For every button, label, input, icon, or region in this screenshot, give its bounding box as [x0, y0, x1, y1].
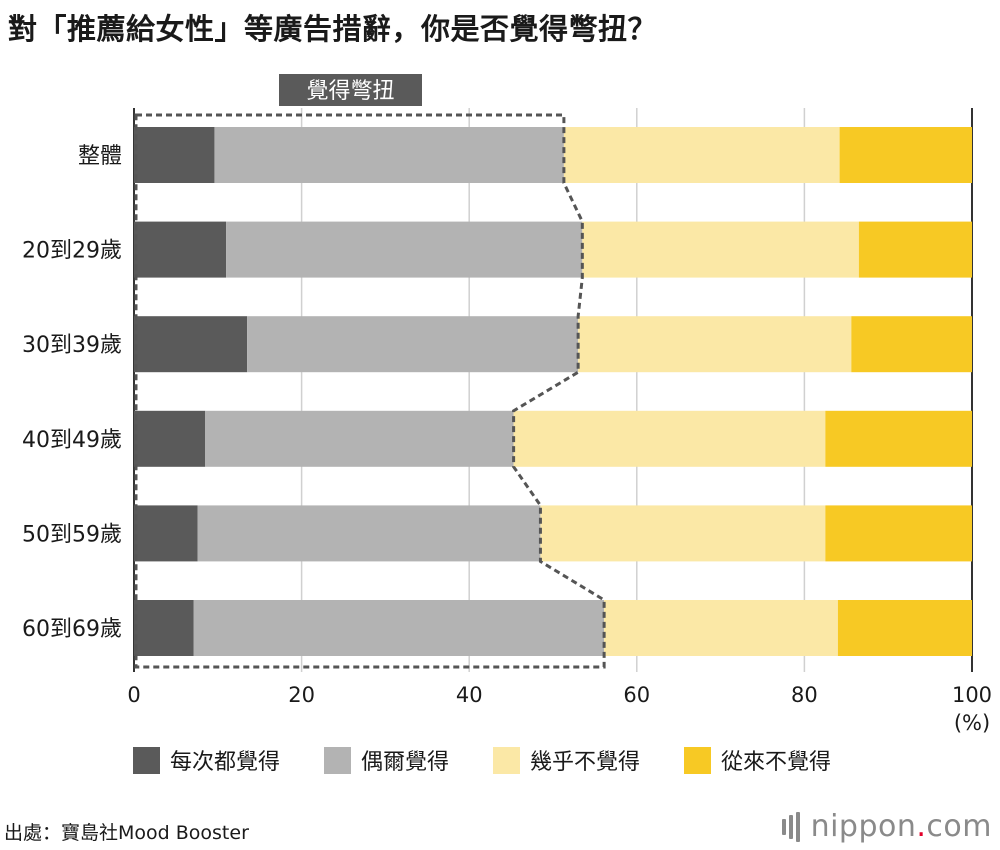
legend-label: 偶爾覺得: [361, 750, 450, 775]
legend: 每次都覺得 偶爾覺得 幾乎不覺得 從來不覺得: [133, 744, 831, 776]
awkward-outline: [134, 113, 606, 669]
x-tick-label: 20: [288, 683, 315, 707]
bar-segment: [540, 505, 826, 562]
bar-segment: [193, 600, 605, 656]
logo-text: nippon.com: [810, 809, 992, 844]
legend-swatch: [493, 746, 521, 774]
bar-segment: [837, 600, 972, 656]
bar-segment: [247, 316, 579, 373]
bar-segment: [134, 127, 215, 183]
x-tick-label: 40: [456, 683, 483, 707]
bar-segment: [825, 505, 972, 562]
bars: [134, 127, 972, 656]
legend-label: 幾乎不覺得: [530, 750, 641, 775]
legend-item-rarely: 幾乎不覺得: [493, 744, 640, 776]
category-label: 40到49歲: [22, 428, 122, 453]
annotation-layer: 覺得彆扭: [134, 74, 606, 669]
category-labels: 整體 20到29歲 30到39歲 40到49歲 50到59歲 60到69歲: [22, 144, 122, 642]
bar-segment: [205, 410, 514, 467]
chart-title: 對「推薦給女性」等廣告措辭，你是否覺得彆扭？: [8, 12, 658, 46]
bar-segment: [582, 221, 859, 278]
nippon-logo: nippon.com: [781, 809, 992, 844]
bar-segment: [578, 316, 852, 373]
bar-segment: [851, 316, 972, 373]
x-tick-label: 100: [952, 683, 992, 707]
x-tick-label: 80: [791, 683, 818, 707]
bar-segment: [226, 221, 583, 278]
stacked-bar-chart: 覺得彆扭 整體 20到29歲 30到39歲 40到49歲 50到59歲 60到69歲 0 2…: [22, 74, 992, 735]
source-note: 出處：寶島社Mood Booster: [4, 822, 249, 844]
bar-segment: [214, 127, 564, 183]
bar-segment: [513, 410, 826, 467]
logo-bars-icon: [781, 811, 803, 842]
bar-segment: [134, 221, 227, 278]
bar-segment: [825, 410, 972, 467]
legend-swatch: [324, 746, 352, 774]
category-label: 20到29歲: [22, 239, 122, 264]
bar-segment: [134, 316, 248, 373]
legend-label: 每次都覺得: [170, 750, 281, 775]
category-label: 整體: [78, 144, 122, 169]
x-tick-label: 0: [127, 683, 140, 707]
legend-item-every-time: 每次都覺得: [133, 744, 280, 776]
bar-segment: [197, 505, 541, 562]
legend-label: 從來不覺得: [721, 750, 832, 775]
bar-segment: [858, 221, 972, 278]
annotation-box: [279, 74, 422, 106]
bar-segment: [134, 410, 206, 467]
annotation-label: 覺得彆扭: [306, 79, 394, 104]
legend-item-never: 從來不覺得: [684, 744, 831, 776]
x-unit-label: (%): [954, 711, 990, 735]
bar-segment: [563, 127, 840, 183]
bar-segment: [134, 505, 198, 562]
legend-swatch: [133, 746, 160, 774]
legend-swatch: [684, 746, 712, 774]
category-label: 30到39歲: [22, 333, 122, 358]
x-axis: 0 20 40 60 80 100 (%): [127, 683, 992, 735]
bar-segment: [134, 600, 194, 656]
x-tick-label: 60: [623, 683, 650, 707]
category-label: 60到69歲: [22, 617, 122, 642]
legend-item-sometimes: 偶爾覺得: [324, 744, 449, 776]
bar-segment: [604, 600, 838, 656]
gridlines: [133, 108, 973, 672]
bar-segment: [839, 127, 972, 183]
category-label: 50到59歲: [22, 522, 122, 547]
